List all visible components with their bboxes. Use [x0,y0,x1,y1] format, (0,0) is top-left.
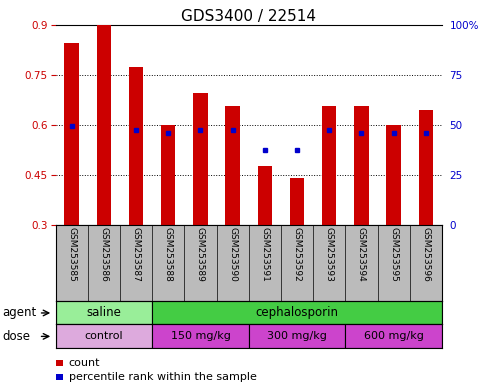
Text: GSM253585: GSM253585 [67,227,76,282]
Text: control: control [85,331,123,341]
Bar [193,93,208,225]
Bar [386,125,401,225]
Text: percentile rank within the sample: percentile rank within the sample [69,372,256,382]
Bar [64,43,79,225]
Text: dose: dose [2,330,30,343]
Bar [322,106,337,225]
Bar [97,25,111,225]
Text: GSM253595: GSM253595 [389,227,398,282]
Text: GSM253586: GSM253586 [99,227,108,282]
Text: count: count [69,358,100,368]
Bar [161,125,175,225]
Text: cephalosporin: cephalosporin [256,306,339,319]
Bar [226,106,240,225]
Bar [249,324,345,348]
Bar [257,166,272,225]
Bar [152,324,249,348]
Bar [56,374,63,380]
Text: GSM253590: GSM253590 [228,227,237,282]
Text: GSM253593: GSM253593 [325,227,334,282]
Bar [345,324,442,348]
Bar [56,301,152,324]
Bar [129,66,143,225]
Text: GSM253588: GSM253588 [164,227,173,282]
Text: agent: agent [2,306,37,319]
Text: GSM253589: GSM253589 [196,227,205,282]
Text: 300 mg/kg: 300 mg/kg [267,331,327,341]
Bar [419,110,433,225]
Bar [152,301,442,324]
Bar [290,178,304,225]
Text: GSM253596: GSM253596 [421,227,430,282]
Bar [56,360,63,366]
Bar [56,324,152,348]
Bar [354,106,369,225]
Text: GSM253587: GSM253587 [131,227,141,282]
Title: GDS3400 / 22514: GDS3400 / 22514 [181,9,316,24]
Text: GSM253594: GSM253594 [357,227,366,282]
Text: GSM253591: GSM253591 [260,227,270,282]
Text: GSM253592: GSM253592 [293,227,301,282]
Text: 600 mg/kg: 600 mg/kg [364,331,424,341]
Text: 150 mg/kg: 150 mg/kg [170,331,230,341]
Text: saline: saline [86,306,121,319]
